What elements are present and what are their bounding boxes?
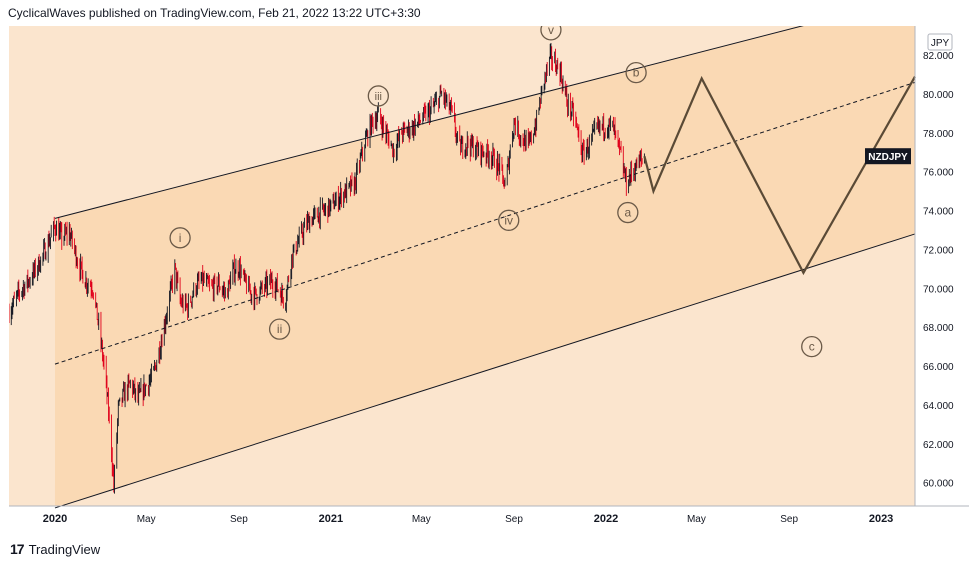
y-tick-label: 76.000 [923,168,954,179]
currency-label: JPY [931,38,950,49]
x-tick-label: Sep [780,514,798,525]
x-tick-label: Sep [505,514,523,525]
channel-fill [54,26,915,506]
y-tick-label: 78.000 [923,129,954,140]
x-tick-label: 2021 [319,513,343,525]
wave-label-ii: ii [268,318,291,340]
svg-text:a: a [624,206,631,220]
wave-label-b: b [625,61,647,84]
price-candles [9,42,645,494]
y-tick-label: 70.000 [923,284,954,295]
x-tick-label: 2022 [594,513,618,525]
svg-text:ii: ii [277,322,282,336]
x-tick-label: May [137,514,156,525]
channel-middle-line [54,81,916,365]
symbol-price-badge: NZDJPY [865,148,911,165]
y-tick-label: 80.000 [923,90,954,101]
svg-text:v: v [548,26,554,37]
x-tick-label: 2023 [869,513,893,525]
wave-projection-line [643,75,916,276]
tradingview-logo-icon: 17 [10,541,25,557]
brand-name: TradingView [28,541,101,557]
channel-lower-line [54,233,916,509]
y-tick-label: 74.000 [923,207,954,218]
y-tick-label: 72.000 [923,245,954,256]
x-tick-label: May [412,514,431,525]
footer-brand[interactable]: 17 TradingView [10,541,100,557]
y-tick-label: 64.000 [923,401,954,412]
currency-badge: JPY [927,33,953,51]
x-tick-label: May [687,514,706,525]
time-axis[interactable]: 2020 May Sep 2021 May Sep 2022 May Sep 2023 [43,513,894,525]
y-tick-label: 68.000 [923,323,954,334]
y-tick-label: 82.000 [923,51,954,62]
y-tick-label: 60.000 [923,479,954,490]
symbol-label: NZDJPY [868,152,908,163]
svg-text:iii: iii [375,91,382,103]
x-tick-label: 2020 [43,513,67,525]
price-axis[interactable]: 60.000 62.000 64.000 66.000 68.000 70.000 72.0… [923,51,954,490]
wave-label-c: c [801,335,823,358]
wave-label-a: a [617,201,639,224]
publisher-header: CyclicalWaves published on TradingView.c… [8,6,421,20]
wave-label-iv: iv [498,209,520,231]
svg-text:c: c [809,340,815,354]
wave-label-iii: iii [367,85,389,107]
wave-label-i: i [169,227,191,249]
svg-text:b: b [633,66,640,80]
channel-upper-line [54,0,905,219]
y-tick-label: 62.000 [923,440,954,451]
svg-text:iv: iv [504,213,513,227]
y-tick-label: 66.000 [923,362,954,373]
svg-text:i: i [179,231,182,245]
chart-area[interactable]: i ii iii iv v a b c 60.000 62.000 64.000 66.000 68.… [9,0,969,534]
x-tick-label: Sep [230,514,248,525]
